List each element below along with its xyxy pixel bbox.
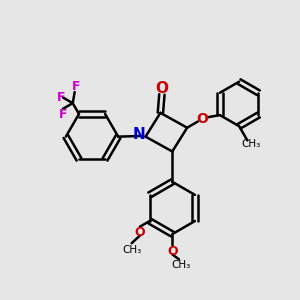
Text: F: F xyxy=(57,91,66,104)
Text: O: O xyxy=(155,81,168,96)
Text: CH₃: CH₃ xyxy=(172,260,191,270)
Text: F: F xyxy=(58,108,67,121)
Text: CH₃: CH₃ xyxy=(241,139,260,149)
Text: CH₃: CH₃ xyxy=(122,245,141,255)
Text: F: F xyxy=(72,80,80,93)
Text: O: O xyxy=(167,245,178,258)
Text: O: O xyxy=(134,226,145,239)
Text: O: O xyxy=(197,112,208,126)
Text: N: N xyxy=(133,127,146,142)
